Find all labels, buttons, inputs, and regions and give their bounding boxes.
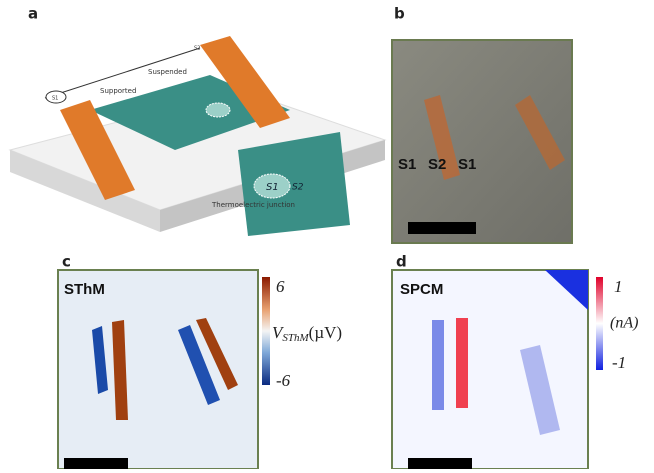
panel-label: b xyxy=(394,5,405,23)
colorbar-title: (nA) xyxy=(610,315,638,332)
colorbar xyxy=(596,277,603,370)
colorbar-label: -6 xyxy=(276,371,291,390)
annotation: S2 xyxy=(194,46,200,52)
panel-title: SThM xyxy=(64,281,105,298)
colorbar-label: 6 xyxy=(276,277,285,296)
annotation: S1 xyxy=(52,96,58,102)
panel-label: a xyxy=(28,5,38,23)
sthm-map xyxy=(58,270,258,469)
annotation: Suspended xyxy=(148,68,187,76)
optical-image xyxy=(392,40,572,243)
spcm-map xyxy=(392,270,588,469)
figure: a Suspended Supported S1 S2 Thermoelectr… xyxy=(0,0,654,469)
region-label: S1 xyxy=(458,156,476,173)
panel-title: SPCM xyxy=(400,281,443,298)
device-schematic xyxy=(10,36,385,236)
annotation: Thermoelectric junction xyxy=(211,201,295,209)
inset-label: S2 xyxy=(292,183,304,193)
panel-label: c xyxy=(62,253,71,271)
inset-label: S1 xyxy=(266,182,279,193)
unit: (µV) xyxy=(309,323,342,342)
region-label: S1 xyxy=(398,156,416,173)
subscript: SThM xyxy=(282,332,309,344)
panel-label: d xyxy=(396,253,407,271)
region-label: S2 xyxy=(428,156,446,173)
colorbar-title: VSThM(µV) xyxy=(272,323,342,344)
annotation: Supported xyxy=(100,87,136,95)
colorbar xyxy=(262,277,270,385)
colorbar-label: 1 xyxy=(614,277,623,296)
colorbar-label: -1 xyxy=(612,353,626,372)
